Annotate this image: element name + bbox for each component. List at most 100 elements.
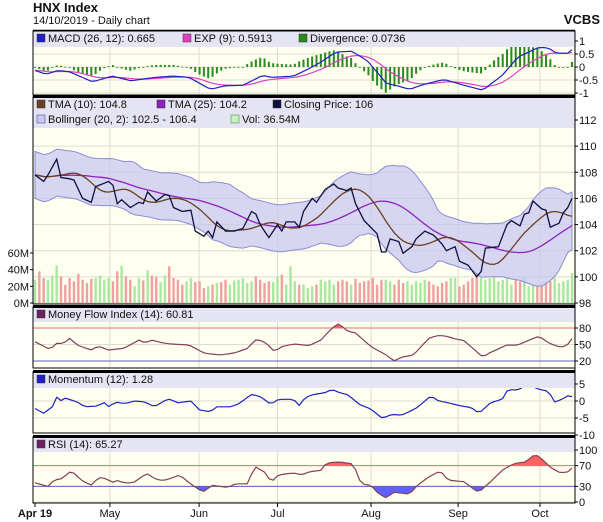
divergence-bar [311, 56, 314, 67]
volume-bar [241, 278, 245, 303]
divergence-legend-label: Divergence: 0.0736 [310, 33, 405, 45]
divergence-bar [246, 64, 249, 67]
divergence-bar [124, 67, 127, 70]
volume-legend-label: Vol: 36.54M [242, 114, 300, 126]
divergence-bar [328, 51, 331, 67]
divergence-bar [72, 67, 75, 71]
divergence-bar [471, 67, 474, 73]
volume-bar [319, 279, 323, 303]
divergence-bar [493, 60, 496, 67]
divergence-bar [38, 67, 41, 70]
macd-legend: MACD (26, 12): 0.665 EXP (9): 0.5913 Div… [36, 33, 405, 45]
rsi-overbought-fill [35, 455, 572, 466]
volume-bar [224, 279, 227, 303]
divergence-bar [497, 56, 500, 67]
volume-bar [293, 281, 297, 303]
divergence-bar [211, 67, 214, 77]
divergence-bar [285, 64, 288, 67]
volume-bar [549, 281, 552, 303]
volume-bar [194, 282, 197, 303]
macd-y-tick-label: 1 [579, 36, 585, 48]
divergence-bar [137, 67, 140, 69]
divergence-bar [371, 67, 374, 81]
divergence-bar [168, 64, 171, 67]
volume-bar [505, 278, 509, 303]
volume-bar [228, 284, 232, 303]
volume-bar [536, 286, 539, 303]
divergence-bar [150, 65, 153, 67]
divergence-bar [506, 49, 509, 67]
divergence-bar [337, 51, 340, 67]
divergence-bar [449, 66, 452, 68]
divergence-bar [488, 64, 491, 67]
divergence-bar [527, 46, 530, 67]
divergence-bar [259, 57, 262, 67]
volume-bar [207, 286, 210, 303]
momentum-legend-label: Momentum (12): 1.28 [48, 374, 153, 386]
volume-bar [484, 279, 487, 303]
divergence-bar [272, 63, 275, 67]
divergence-bar [267, 61, 270, 67]
divergence-bar [90, 67, 93, 77]
divergence-bar [129, 67, 132, 71]
divergence-bar [77, 67, 80, 73]
divergence-bar [319, 54, 322, 67]
divergence-bar [181, 66, 184, 68]
volume-bar [107, 278, 110, 303]
volume-bar [237, 279, 240, 303]
exp-line [34, 51, 573, 88]
mom-y-tick-label: -10 [579, 430, 595, 442]
volume-bar [501, 279, 504, 303]
divergence-bar [276, 63, 279, 67]
rsi-y-tick-label: 0 [579, 497, 585, 509]
macd-legend-label: MACD (26, 12): 0.665 [48, 33, 155, 45]
volume-bar [254, 276, 258, 303]
volume-tick-label: 60M [8, 248, 29, 260]
volume-bar [436, 286, 439, 303]
tma25-legend-label: TMA (25): 104.2 [168, 99, 247, 111]
rsi-y-tick-label: 70 [579, 461, 591, 473]
divergence-bar [532, 47, 535, 67]
divergence-bar [501, 53, 504, 67]
volume-bar [458, 286, 461, 303]
volume-bar [397, 279, 400, 303]
volume-bar [388, 281, 392, 303]
volume-bar [263, 283, 266, 303]
volume-bar [471, 278, 474, 303]
volume-bar [336, 281, 340, 303]
divergence-bar [467, 67, 470, 72]
divergence-bar [423, 67, 426, 68]
tma25-swatch [156, 99, 166, 109]
volume-bar [540, 284, 543, 303]
divergence-bar [202, 67, 205, 77]
volume-bar [432, 284, 435, 303]
volume-bar [111, 281, 115, 303]
volume-swatch [230, 114, 240, 124]
divergence-bar [458, 67, 461, 70]
volume-bar [380, 279, 383, 303]
exp-swatch [182, 33, 192, 43]
tma10-legend-label: TMA (10): 104.8 [48, 99, 127, 111]
divergence-bar [315, 55, 318, 67]
divergence-bar [233, 67, 236, 68]
main-legend-band [33, 97, 575, 128]
volume-bar [345, 281, 349, 303]
mfi-y-tick-label: 50 [579, 340, 591, 352]
main-y-tick-label: 110 [579, 141, 597, 153]
volume-bar [527, 286, 530, 303]
volume-bar [258, 279, 262, 303]
volume-bar [514, 279, 517, 303]
volume-bar [449, 278, 452, 303]
divergence-bar [384, 67, 387, 93]
rsi-legend-label: RSI (14): 65.27 [48, 439, 123, 451]
volume-bar [250, 281, 253, 303]
volume-bar [137, 278, 141, 303]
divergence-bar [302, 59, 305, 67]
divergence-bar [376, 67, 379, 86]
rsi-line [34, 455, 573, 499]
main-y-tick-label: 102 [579, 246, 597, 258]
divergence-bar [85, 67, 88, 76]
divergence-bar [571, 61, 573, 67]
divergence-bar [419, 67, 422, 71]
